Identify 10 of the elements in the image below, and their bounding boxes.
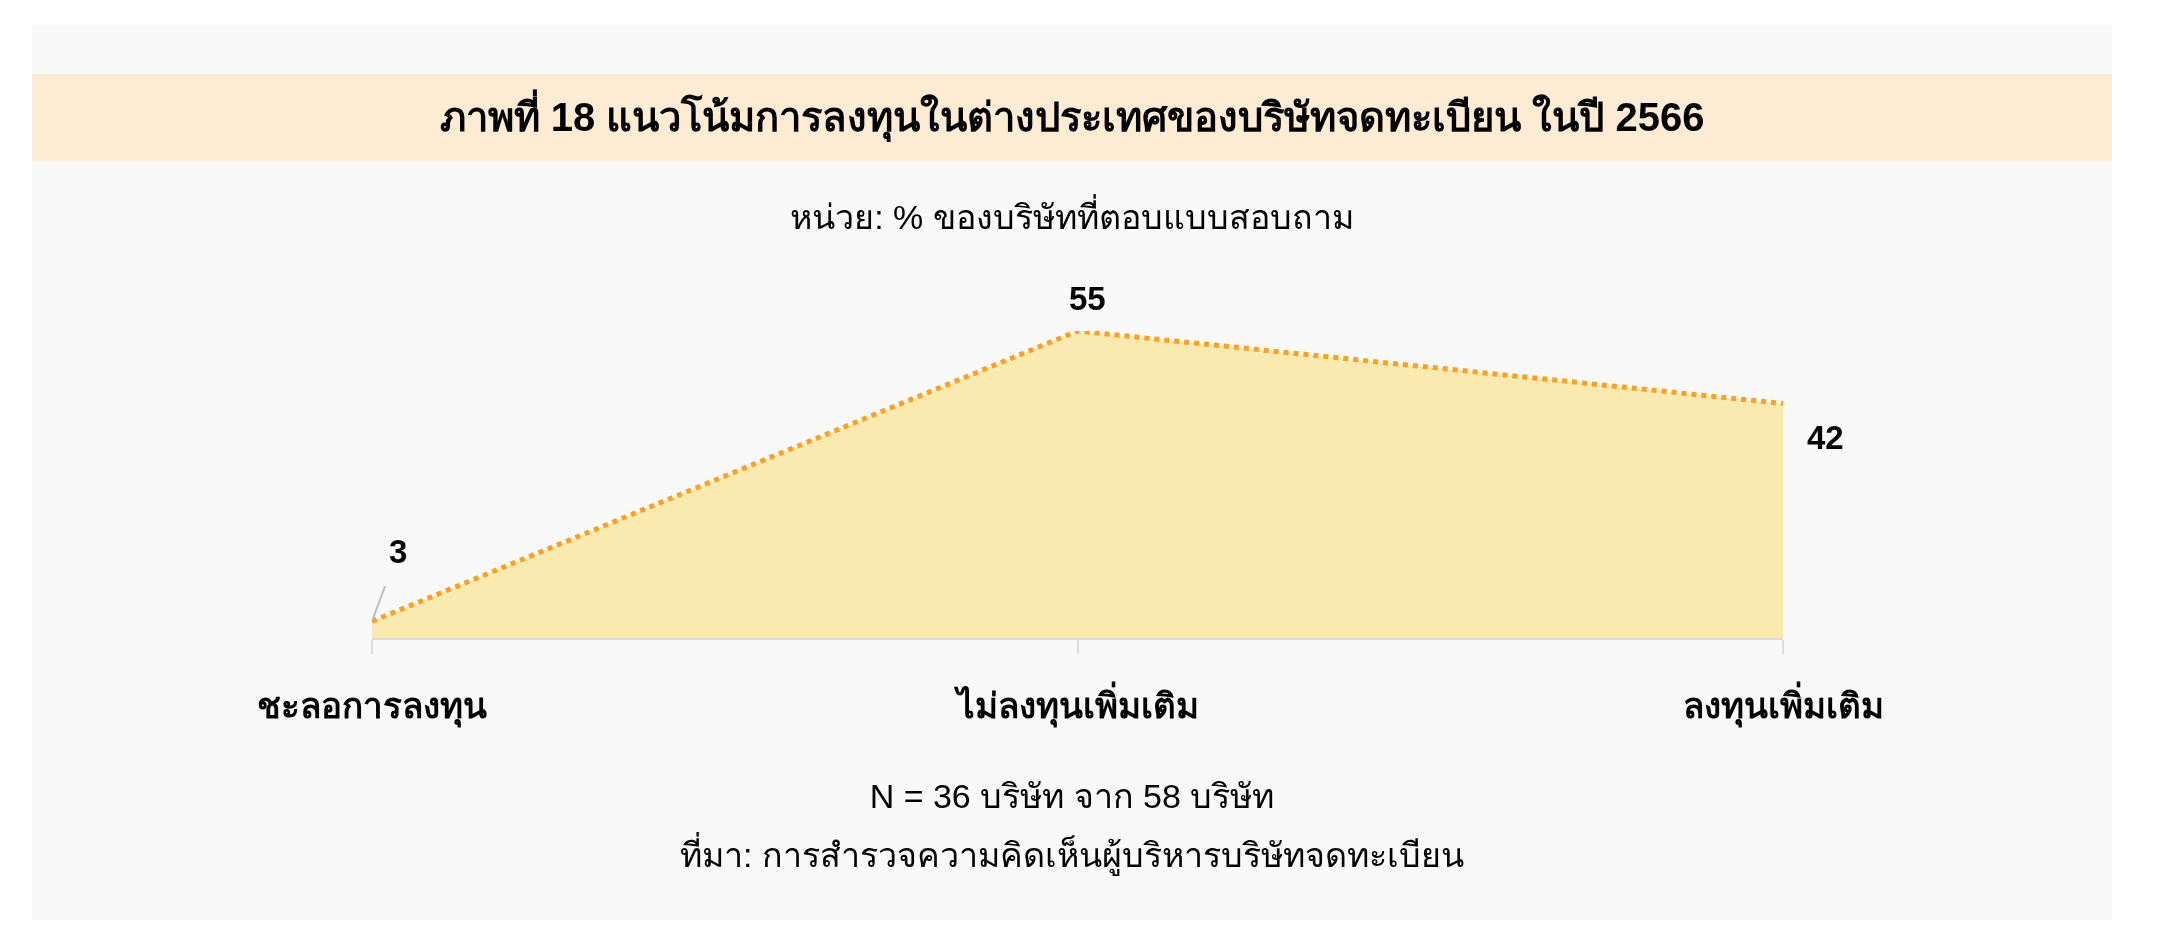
text: N = 36 บริษัท จาก 58 บริษัท bbox=[868, 776, 1276, 817]
data-label: 42 bbox=[1807, 419, 1844, 456]
x-tick-label: ชะลอการลงทุน bbox=[257, 686, 487, 728]
chart-title: ภาพที่ 18 แนวโน้มการลงทุนในต่างประเทศของบริษัทจดทะเบียน ในปี 2566 bbox=[32, 74, 2112, 161]
text: ที่มา: การสำรวจความคิดเห็นผู้บริหารบริษัทจดทะเบียน bbox=[679, 831, 1465, 878]
chart-subtitle: หน่วย: % ของบริษัทที่ตอบแบบสอบถาม bbox=[789, 193, 1355, 238]
data-label: 3 bbox=[389, 533, 408, 570]
x-tick-label: ไม่ลงทุนเพิ่มเติม bbox=[952, 681, 1199, 728]
data-label: 55 bbox=[1069, 280, 1106, 317]
x-tick-label: ลงทุนเพิ่มเติม bbox=[1682, 681, 1884, 728]
